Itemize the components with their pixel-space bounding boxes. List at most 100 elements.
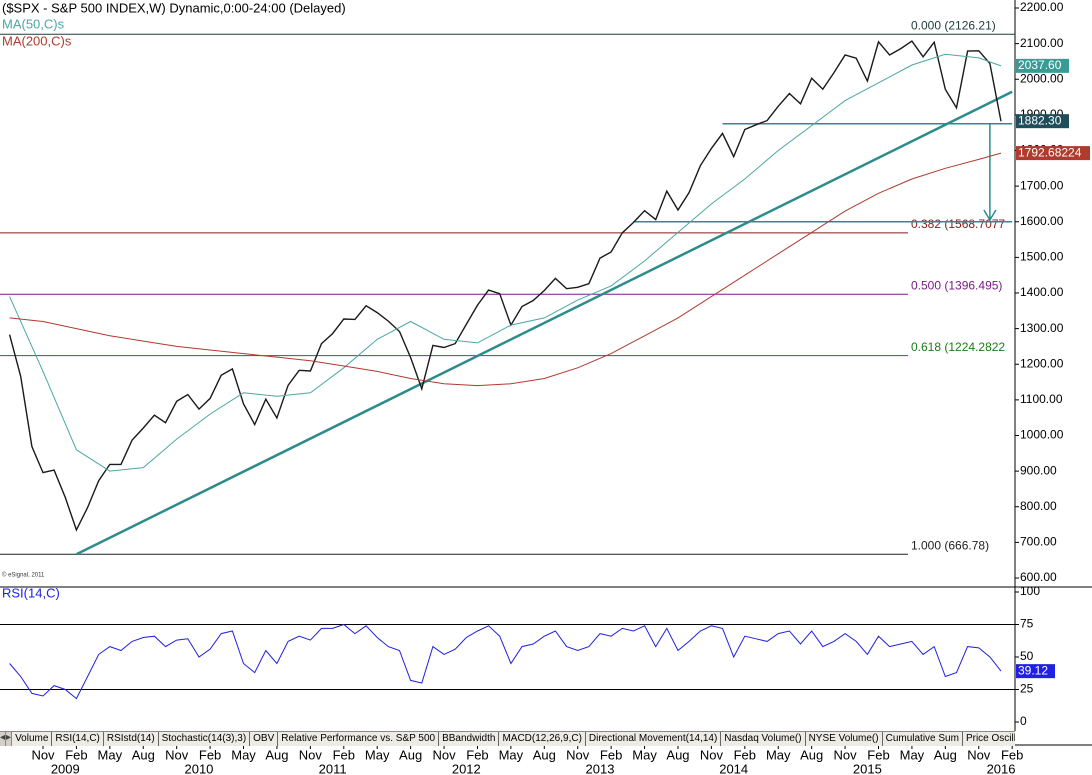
tab[interactable]: Stochastic(14(3),3) (158, 732, 251, 746)
tab[interactable]: Relative Performance vs. S&P 500 (278, 732, 440, 746)
x-tick-label: Aug (533, 747, 556, 762)
copyright: © eSignal, 2011 (2, 572, 45, 579)
tab[interactable]: RSIstd(14) (103, 732, 159, 746)
y-tick-label: 2100.00 (1020, 36, 1064, 50)
x-tick-label: May (632, 747, 657, 762)
x-tick-label: Nov (432, 747, 456, 762)
x-tick-label: Aug (399, 747, 422, 762)
scroll-left[interactable]: ◂ (0, 732, 7, 746)
x-tick-label: Nov (31, 747, 55, 762)
tab[interactable]: Price Oscillator(50, (962, 732, 1015, 746)
scroll-right[interactable]: ▸ (6, 732, 13, 746)
legend-entry: MA(50,C)s (2, 16, 65, 31)
year-label: 2012 (452, 761, 481, 775)
year-label: 2014 (719, 761, 748, 775)
tab[interactable]: MACD(12,26,9,C) (499, 732, 586, 746)
fib-label: 0.500 (1396.495) (911, 278, 1002, 292)
tab[interactable]: RSI(14,C) (52, 732, 104, 746)
tab-bar: ◂ ▸ Volume RSI(14,C) RSIstd(14) Stochastic(14… (0, 731, 1015, 746)
trendline (75, 90, 1013, 556)
x-tick-label: May (900, 747, 925, 762)
series-line (8, 40, 1002, 532)
year-label: 2011 (319, 761, 347, 775)
year-label: 2016 (987, 761, 1016, 775)
x-tick-label: Aug (132, 747, 155, 762)
x-tick-label: Nov (834, 747, 858, 762)
fib-label: 0.618 (1224.2822 (911, 340, 1005, 354)
chart-title: ($SPX - S&P 500 INDEX,W) Dynamic,0:00-24… (2, 0, 346, 15)
price-label: 1882.30 (1018, 113, 1062, 127)
x-tick-label: May (98, 747, 123, 762)
y-tick-label: 1600.00 (1020, 214, 1064, 228)
x-tick-label: May (231, 747, 256, 762)
x-tick-label: Aug (934, 747, 957, 762)
x-tick-label: Nov (566, 747, 590, 762)
x-tick-label: Feb (734, 747, 756, 762)
fib-label: 0.382 (1568.7077 (911, 217, 1005, 231)
tab[interactable]: Volume (12, 732, 53, 746)
x-tick-label: Aug (666, 747, 689, 762)
year-label: 2009 (51, 761, 80, 775)
fib-label: 0.000 (2126.21) (911, 18, 996, 32)
year-label: 2010 (184, 761, 213, 775)
y-tick-label: 1500.00 (1020, 250, 1064, 264)
x-tick-label: May (766, 747, 791, 762)
tab[interactable]: OBV (250, 732, 279, 746)
y-tick-label: 1700.00 (1020, 178, 1064, 192)
series-line (9, 623, 1002, 700)
price-label-box (1016, 146, 1090, 161)
x-tick-label: Feb (867, 747, 889, 762)
series-line (9, 152, 1002, 387)
x-tick-label: Feb (600, 747, 622, 762)
x-tick-label: Nov (967, 747, 991, 762)
fib-label: 1.000 (666.78) (911, 538, 989, 552)
tab[interactable]: Cumulative Sum (882, 732, 963, 746)
y-tick-label: 2000.00 (1020, 71, 1064, 85)
x-tick-label: May (365, 747, 390, 762)
y-tick-label: 1000.00 (1020, 428, 1064, 442)
x-tick-label: Nov (165, 747, 189, 762)
tab[interactable]: Nasdaq Volume() (721, 732, 806, 746)
panel-title: RSI(14,C) (2, 585, 60, 600)
price-label: 1792.68224 (1018, 145, 1082, 159)
y-tick-label: 50 (1020, 649, 1034, 663)
x-tick-label: Feb (466, 747, 488, 762)
x-tick-label: Feb (333, 747, 355, 762)
year-label: 2013 (586, 761, 615, 775)
price-label-box (1016, 664, 1055, 679)
price-label-box (1016, 114, 1069, 129)
y-tick-label: 900.00 (1020, 463, 1057, 477)
y-tick-label: 1300.00 (1020, 321, 1064, 335)
y-tick-label: 75 (1020, 617, 1034, 631)
price-label: 39.12 (1018, 663, 1048, 677)
y-tick-label: 600.00 (1020, 570, 1057, 584)
series-line (9, 53, 1002, 472)
tab[interactable]: BBandwidth (439, 732, 500, 746)
price-label-box (1016, 58, 1069, 73)
tab[interactable]: Directional Movement(14,14) (585, 732, 722, 746)
y-tick-label: 0 (1020, 714, 1027, 728)
x-tick-label: Feb (65, 747, 87, 762)
y-tick-label: 1100.00 (1020, 392, 1063, 406)
y-tick-label: 25 (1020, 682, 1034, 696)
y-tick-label: 2200.00 (1020, 0, 1064, 14)
arrow-head (983, 209, 997, 222)
tab[interactable]: NYSE Volume() (805, 732, 883, 746)
legend-entry: MA(200,C)s (2, 33, 72, 48)
x-tick-label: May (499, 747, 524, 762)
y-tick-label: 100 (1020, 584, 1040, 598)
x-tick-label: Feb (1001, 747, 1023, 762)
price-label: 2037.60 (1018, 58, 1062, 72)
y-tick-label: 1200.00 (1020, 356, 1064, 370)
y-tick-label: 800.00 (1020, 499, 1057, 513)
x-tick-label: Aug (800, 747, 823, 762)
y-tick-label: 700.00 (1020, 535, 1057, 549)
y-tick-label: 1400.00 (1020, 285, 1064, 299)
year-label: 2015 (853, 761, 882, 775)
x-tick-label: Nov (700, 747, 724, 762)
x-tick-label: Aug (265, 747, 288, 762)
x-tick-label: Feb (199, 747, 221, 762)
